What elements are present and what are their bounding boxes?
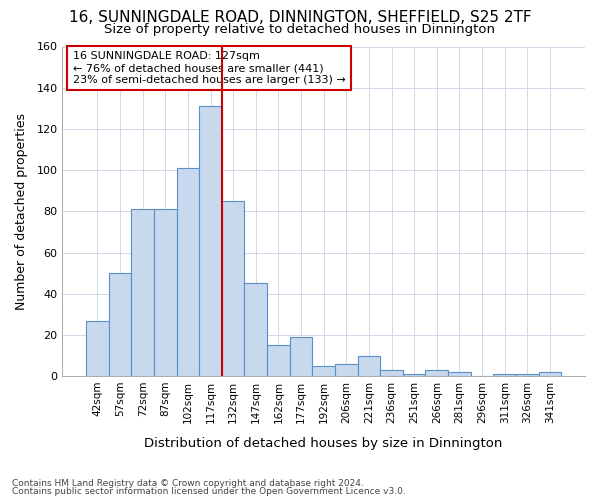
Bar: [403, 374, 425, 376]
Text: 16, SUNNINGDALE ROAD, DINNINGTON, SHEFFIELD, S25 2TF: 16, SUNNINGDALE ROAD, DINNINGTON, SHEFFI…: [68, 10, 532, 25]
Bar: [448, 372, 471, 376]
Bar: [154, 210, 176, 376]
Text: Size of property relative to detached houses in Dinnington: Size of property relative to detached ho…: [104, 22, 496, 36]
Bar: [131, 210, 154, 376]
Bar: [313, 366, 335, 376]
Y-axis label: Number of detached properties: Number of detached properties: [15, 113, 28, 310]
Bar: [199, 106, 222, 376]
Bar: [290, 337, 313, 376]
Bar: [380, 370, 403, 376]
Text: Contains HM Land Registry data © Crown copyright and database right 2024.: Contains HM Land Registry data © Crown c…: [12, 478, 364, 488]
Bar: [539, 372, 561, 376]
Text: Contains public sector information licensed under the Open Government Licence v3: Contains public sector information licen…: [12, 487, 406, 496]
Bar: [516, 374, 539, 376]
Bar: [109, 273, 131, 376]
Bar: [86, 320, 109, 376]
Bar: [267, 345, 290, 376]
Bar: [425, 370, 448, 376]
X-axis label: Distribution of detached houses by size in Dinnington: Distribution of detached houses by size …: [145, 437, 503, 450]
Text: 16 SUNNINGDALE ROAD: 127sqm
← 76% of detached houses are smaller (441)
23% of se: 16 SUNNINGDALE ROAD: 127sqm ← 76% of det…: [73, 52, 346, 84]
Bar: [244, 284, 267, 376]
Bar: [493, 374, 516, 376]
Bar: [335, 364, 358, 376]
Bar: [222, 201, 244, 376]
Bar: [358, 356, 380, 376]
Bar: [176, 168, 199, 376]
